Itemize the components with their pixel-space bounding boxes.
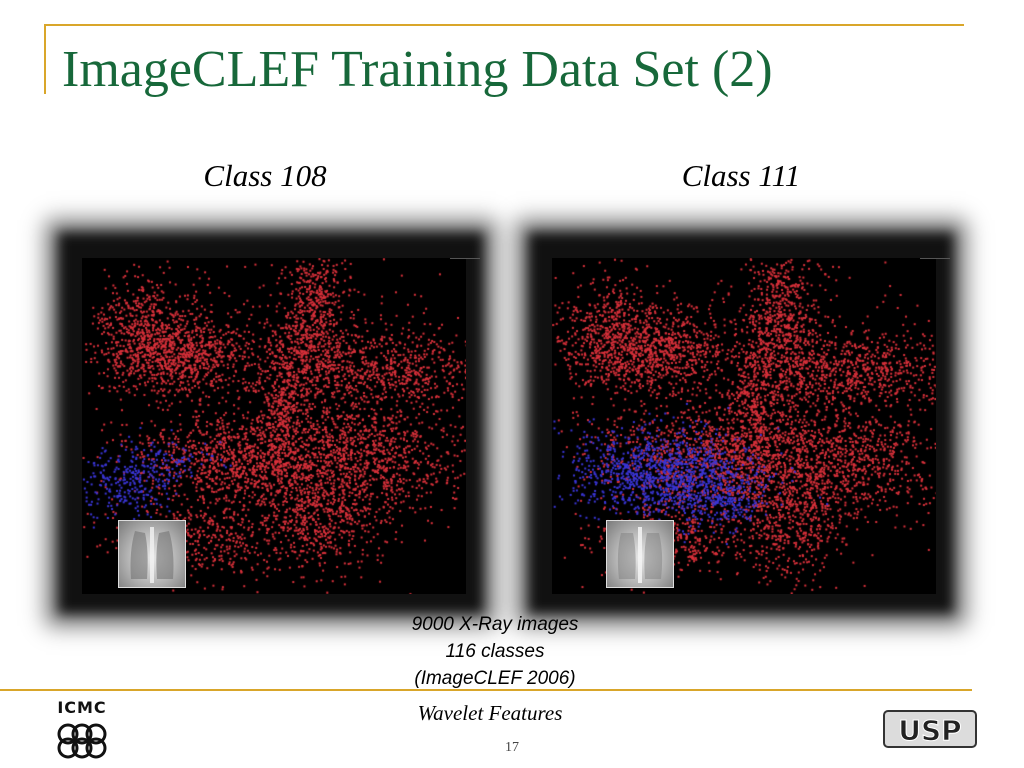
panel-label-class-111: Class 111: [681, 158, 801, 193]
icmc-logo-text: ICMC: [57, 698, 107, 717]
icmc-logo: ICMC: [48, 698, 116, 760]
usp-logo-icon: USP: [883, 710, 977, 748]
bottom-rule: [0, 689, 972, 691]
panel-label-class-108: Class 108: [203, 158, 327, 193]
chest-xray-thumbnail: [606, 520, 674, 588]
celtic-knot-icon: [57, 723, 107, 759]
footer-text: Wavelet Features: [417, 701, 563, 725]
scatter-plot-class-111: [552, 258, 936, 594]
top-rule: [44, 24, 964, 26]
left-rule: [44, 24, 46, 94]
caption-line: (ImageCLEF 2006): [414, 668, 576, 689]
usp-logo: USP: [882, 707, 978, 751]
scatter-panel-class-111: [528, 232, 954, 614]
caption-line: 116 classes: [445, 641, 545, 662]
plot-edge-line: [450, 258, 480, 259]
xray-image: [617, 527, 663, 583]
xray-image: [130, 527, 174, 583]
scatter-panel-class-108: [58, 232, 484, 614]
dataset-caption: 9000 X-Ray images 116 classes (ImageCLEF…: [340, 611, 650, 692]
usp-logo-text: USP: [898, 714, 961, 747]
slide-title: ImageCLEF Training Data Set (2): [62, 41, 773, 98]
page-number: 17: [505, 740, 519, 755]
caption-line: 9000 X-Ray images: [411, 614, 579, 635]
plot-edge-line: [920, 258, 950, 259]
scatter-plot-class-108: [82, 258, 466, 594]
chest-xray-thumbnail: [118, 520, 186, 588]
